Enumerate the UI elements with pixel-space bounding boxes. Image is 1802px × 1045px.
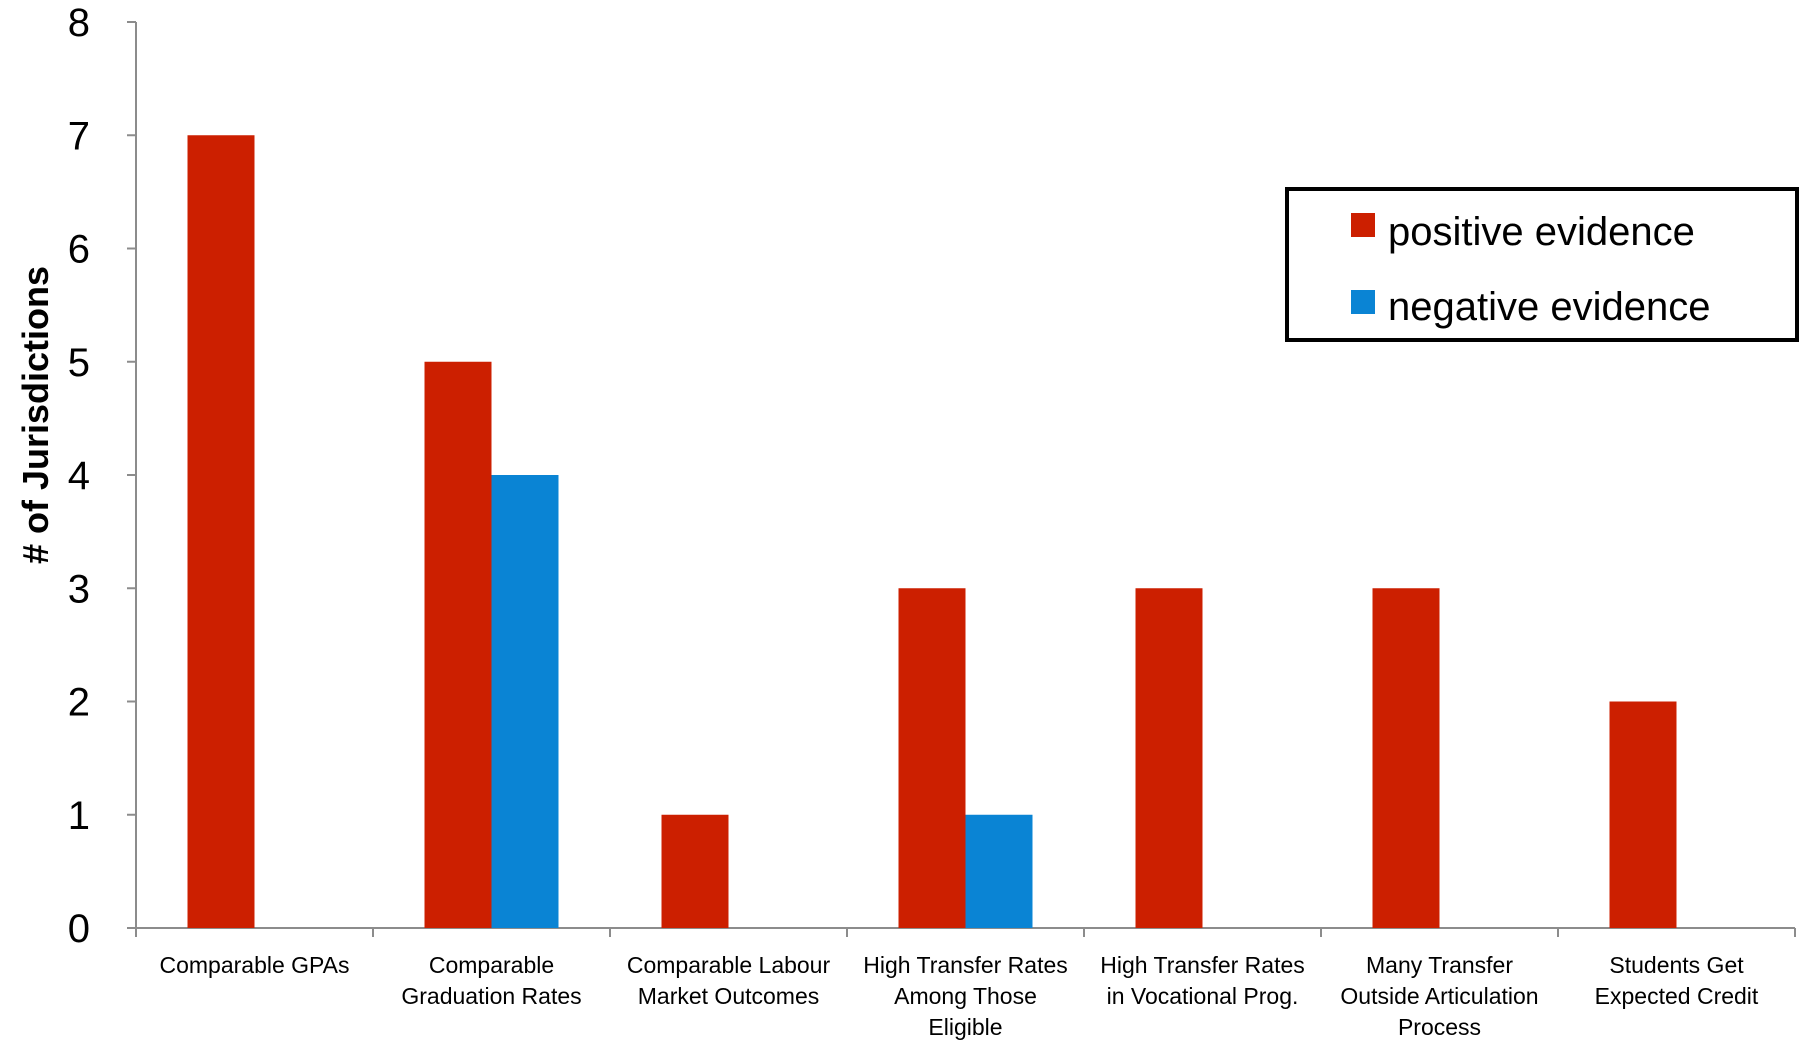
bar-positive-6: [1372, 588, 1440, 928]
x-tick-label: Outside Articulation: [1340, 983, 1538, 1009]
y-tick-label: 7: [68, 114, 90, 158]
y-axis-label: # of Jurisdictions: [15, 266, 56, 564]
y-tick-label: 3: [68, 567, 90, 611]
y-tick-label: 4: [68, 454, 90, 498]
legend-swatch-positive: [1351, 213, 1375, 237]
bar-positive-4: [898, 588, 966, 928]
x-tick-label: Comparable GPAs: [159, 952, 349, 978]
x-tick-label: Graduation Rates: [401, 983, 581, 1009]
x-tick-label: Process: [1398, 1014, 1481, 1040]
bar-positive-7: [1609, 701, 1677, 928]
bar-positive-3: [661, 814, 729, 928]
bars: [187, 135, 1677, 928]
bar-positive-1: [187, 135, 255, 928]
x-tick-label: Comparable: [429, 952, 554, 978]
x-tick-label: High Transfer Rates: [863, 952, 1068, 978]
y-axis: 0 1 2 3 4 5 6 7 8: [68, 1, 137, 951]
legend-label-positive: positive evidence: [1388, 210, 1695, 254]
bar-positive-2: [424, 361, 492, 928]
y-tick-label: 8: [68, 1, 90, 45]
x-tick-label: Among Those: [894, 983, 1037, 1009]
y-tick-label: 0: [68, 907, 90, 951]
y-tick-label: 5: [68, 341, 90, 385]
x-tick-label: Many Transfer: [1366, 952, 1513, 978]
x-tick-label: Market Outcomes: [638, 983, 820, 1009]
x-tick-label: Expected Credit: [1595, 983, 1759, 1009]
x-tick-label: in Vocational Prog.: [1107, 983, 1299, 1009]
bar-positive-5: [1135, 588, 1203, 928]
y-tick-label: 2: [68, 681, 90, 725]
y-tick-label: 1: [68, 794, 90, 838]
x-tick-label: Eligible: [928, 1014, 1002, 1040]
bar-negative-2: [491, 475, 559, 928]
x-tick-label: Students Get: [1609, 952, 1744, 978]
legend: positive evidence negative evidence: [1285, 187, 1799, 342]
x-tick-label: Comparable Labour: [627, 952, 831, 978]
x-axis: Comparable GPAs Comparable Graduation Rate…: [135, 927, 1796, 1040]
y-tick-label: 6: [68, 228, 90, 272]
legend-label-negative: negative evidence: [1388, 285, 1710, 329]
legend-swatch-negative: [1351, 290, 1375, 314]
bar-negative-4: [965, 814, 1033, 928]
x-tick-label: High Transfer Rates: [1100, 952, 1305, 978]
